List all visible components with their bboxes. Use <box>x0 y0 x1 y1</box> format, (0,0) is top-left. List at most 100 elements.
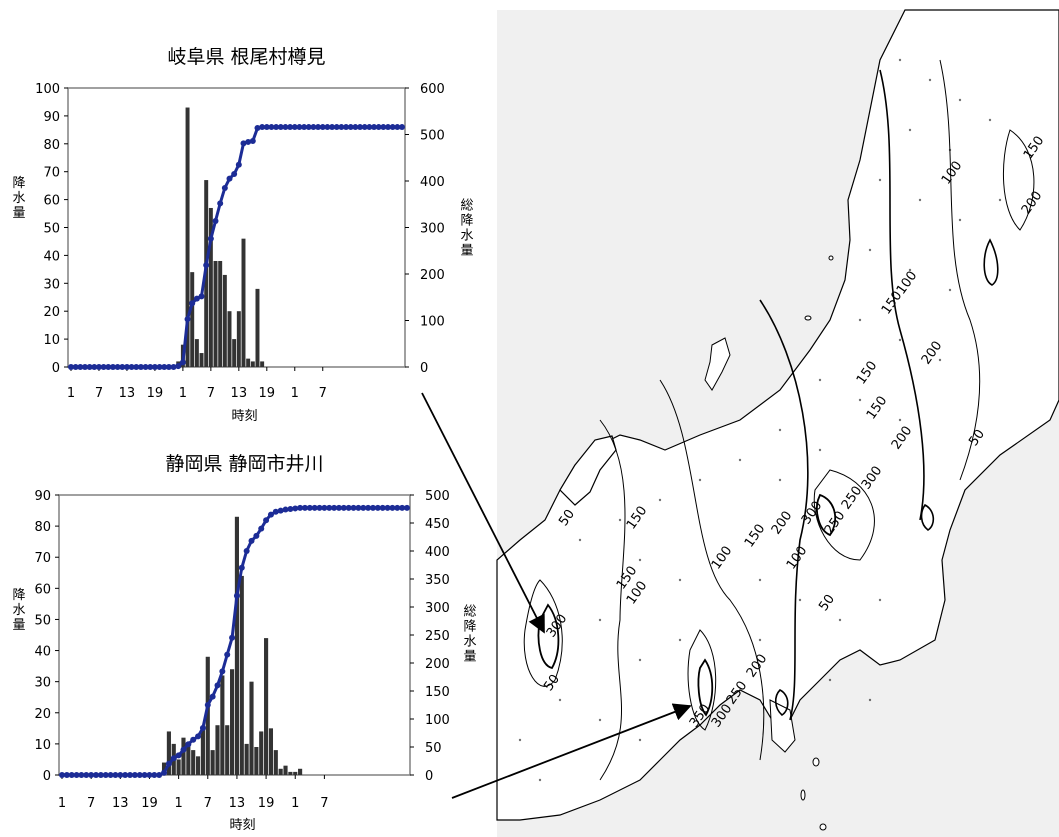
cumulative-point <box>91 364 98 370</box>
chart-shizuoka-ikawa: 静岡県 静岡市井川 0 10 20 30 40 50 60 70 80 90 0 50 100 150 200… <box>10 453 477 833</box>
cumulative-point <box>347 124 354 131</box>
cumulative-point <box>374 504 381 511</box>
cumulative-point <box>404 504 410 511</box>
precip-bar <box>283 765 288 775</box>
cumulative-point <box>195 733 202 740</box>
cumulative-point <box>305 124 312 131</box>
cumulative-point <box>231 171 238 178</box>
cumulative-point <box>301 124 308 131</box>
cumulative-point <box>77 364 84 370</box>
cumulative-point <box>161 364 168 370</box>
y-left-tick-label: 0 <box>52 361 60 376</box>
cumulative-point <box>198 293 205 300</box>
cumulative-point <box>180 746 187 753</box>
x-tick-label: 19 <box>258 796 275 811</box>
cumulative-point <box>324 124 331 131</box>
cumulative-point <box>282 124 289 131</box>
cumulative-point <box>273 124 280 131</box>
x-tick-label: 13 <box>112 796 129 811</box>
cumulative-point <box>287 124 294 131</box>
y-left-tick-label: 10 <box>43 333 60 348</box>
cumulative-point <box>268 124 275 131</box>
y-left-tick-label: 50 <box>34 613 51 628</box>
y-left-tick-label: 30 <box>34 676 51 691</box>
cumulative-point <box>131 772 138 778</box>
cumulative-point <box>161 769 168 776</box>
y-right-tick-label: 0 <box>420 361 428 376</box>
cumulative-point <box>151 364 158 370</box>
precip-bar <box>220 675 225 775</box>
x-tick-label: 13 <box>229 796 246 811</box>
cumulative-point <box>399 504 406 511</box>
precip-bar <box>288 771 293 775</box>
y-left-tick-label: 50 <box>43 222 60 237</box>
cumulative-point <box>316 504 323 511</box>
precip-bar <box>210 750 215 775</box>
land-sado <box>704 337 731 391</box>
y-left-tick-label: 80 <box>34 520 51 535</box>
precip-bar <box>268 728 274 775</box>
y-right-tick-label: 450 <box>425 517 450 532</box>
precip-bar <box>241 238 246 367</box>
precip-bar <box>230 669 235 775</box>
cumulative-point <box>384 504 391 511</box>
precip-bar <box>205 656 210 775</box>
cumulative-point <box>141 772 148 778</box>
cumulative-point <box>326 504 333 511</box>
cumulative-point <box>343 124 350 131</box>
arrow-gifu <box>421 392 545 634</box>
chart-title: 静岡県 静岡市井川 <box>165 453 323 475</box>
y-left-tick-label: 60 <box>43 194 60 209</box>
y-left-tick-label: 70 <box>34 551 51 566</box>
station-dots <box>518 58 1002 782</box>
cumulative-point <box>100 364 107 370</box>
chart-gifu-neo: 岐阜県 根尾村樽見 0 10 20 30 40 50 60 70 80 90 100 0 100 200 30… <box>10 46 474 424</box>
x-tick-label: 7 <box>204 796 212 811</box>
cumulative-point <box>170 755 177 762</box>
x-tick-label: 19 <box>141 796 158 811</box>
x-tick-label: 1 <box>174 796 182 811</box>
precip-bar <box>199 353 204 367</box>
x-tick-label: 1 <box>179 386 187 401</box>
x-tick-label: 1 <box>67 386 75 401</box>
cumulative-point <box>277 124 284 131</box>
precip-bar <box>273 750 278 775</box>
cumulative-point <box>147 364 154 370</box>
y-left-tick-label: 70 <box>43 166 60 181</box>
y-right-axis-label: 総降水量 <box>458 198 474 258</box>
cumulative-point <box>357 124 364 131</box>
land-island <box>800 789 806 801</box>
y-right-tick-label: 400 <box>420 175 445 190</box>
cumulative-point <box>63 772 70 778</box>
cumulative-point <box>68 364 74 370</box>
x-tick-label: 7 <box>320 796 328 811</box>
cumulative-point <box>93 772 100 778</box>
cumulative-point <box>212 217 219 224</box>
y-left-tick-label: 100 <box>35 82 60 97</box>
y-right-tick-label: 50 <box>425 741 442 756</box>
cumulative-point <box>219 668 226 675</box>
cumulative-point <box>109 364 116 370</box>
y-right-tick-label: 500 <box>425 489 450 504</box>
precip-bar <box>278 768 283 775</box>
cumulative-point <box>319 124 326 131</box>
precip-bar <box>215 725 220 775</box>
cumulative-point <box>156 364 163 370</box>
precip-bar <box>222 274 227 367</box>
cumulative-point <box>165 364 172 370</box>
cumulative-point <box>165 760 172 767</box>
cumulative-point <box>107 772 114 778</box>
cumulative-point <box>263 517 270 524</box>
cumulative-point <box>297 504 304 511</box>
cumulative-point <box>371 124 378 131</box>
y-left-axis-label: 降水量 <box>10 588 26 633</box>
x-tick-label: 19 <box>147 386 164 401</box>
cumulative-point <box>394 504 401 511</box>
cumulative-point <box>389 504 396 511</box>
cumulative-point <box>361 124 368 131</box>
arrow-shizuoka <box>451 703 692 799</box>
cumulative-point <box>245 138 252 145</box>
cumulative-point <box>151 772 158 778</box>
cumulative-point <box>179 359 186 366</box>
